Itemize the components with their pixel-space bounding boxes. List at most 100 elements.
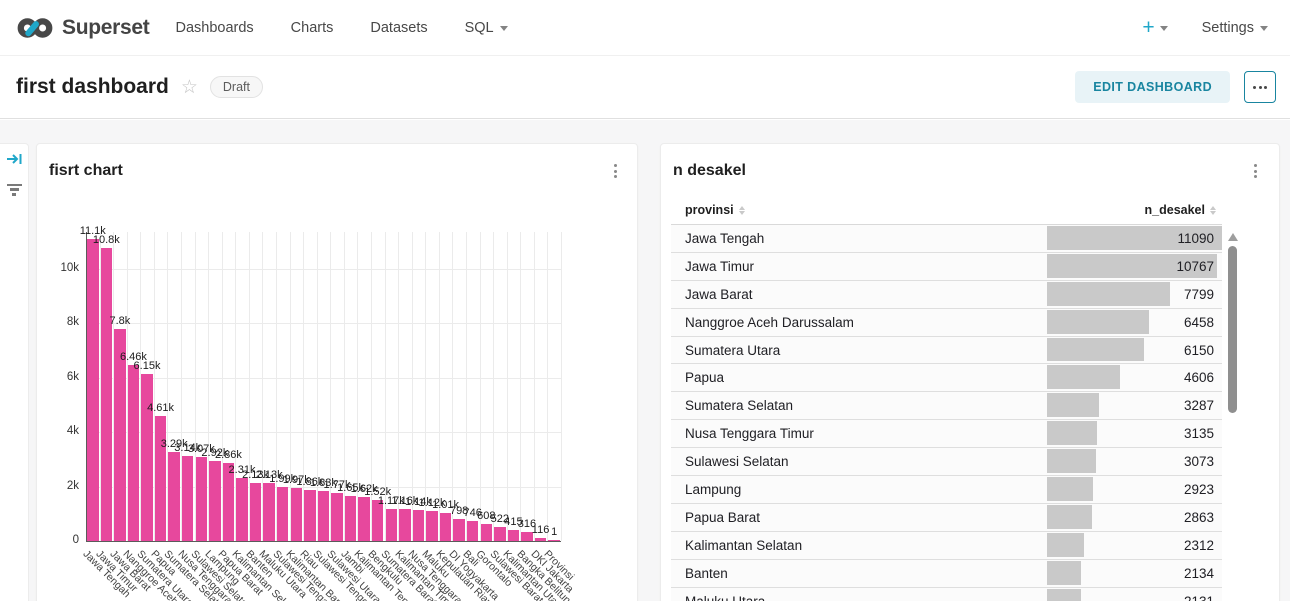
filter-bar-collapsed (0, 143, 29, 601)
more-options-button[interactable] (1244, 71, 1276, 103)
bar-Bangka Belitung[interactable] (521, 532, 533, 541)
bar-Bengkulu[interactable] (371, 499, 384, 541)
settings-menu[interactable]: Settings (1202, 20, 1268, 36)
bar-Sulawesi Selatan[interactable] (195, 457, 208, 541)
bar-Riau[interactable] (304, 490, 316, 541)
bar-Kalimantan Tengah[interactable] (358, 497, 370, 541)
favorite-star-icon[interactable]: ☆ (180, 76, 198, 98)
bar-value-label: 746 (463, 506, 482, 519)
y-axis-tick-label: 10k (60, 262, 79, 274)
table-row: Lampung 2923 (671, 476, 1222, 504)
new-item-button[interactable]: + (1142, 17, 1168, 38)
gridline (411, 232, 413, 541)
bar-value-label: 116 (531, 523, 550, 536)
bar-Provinsi[interactable] (548, 540, 560, 541)
nav-item-dashboards[interactable]: Dashboards (175, 20, 253, 36)
bar-Jawa Tengah[interactable] (87, 239, 99, 541)
bar-Papua[interactable] (154, 415, 167, 541)
gridline (343, 232, 345, 541)
bar-Sumatera Selatan[interactable] (168, 451, 180, 541)
gridline (303, 232, 305, 541)
gridline (398, 232, 400, 541)
gridline (235, 232, 237, 541)
bar-Sulawesi Utara[interactable] (331, 492, 343, 541)
table-row: Nanggroe Aceh Darussalam 6458 (671, 308, 1222, 337)
nav-item-sql[interactable]: SQL (465, 20, 508, 36)
bar-Banten[interactable] (249, 482, 262, 541)
status-badge: Draft (209, 76, 263, 98)
bar-Kalimantan Utara[interactable] (507, 529, 520, 541)
cell-provinsi: Nanggroe Aceh Darussalam (685, 314, 854, 330)
bar-Gorontalo[interactable] (480, 524, 493, 541)
gridline (533, 232, 535, 541)
cell-n-desakel: 6150 (1183, 342, 1214, 358)
table-row: Nusa Tenggara Timur 3135 (671, 420, 1222, 449)
settings-label: Settings (1201, 19, 1254, 36)
bar-value-label: 1 (551, 526, 558, 538)
chart-kebab-menu-icon[interactable] (608, 162, 623, 180)
bar-Lampung[interactable] (209, 461, 221, 541)
top-navbar: Superset Dashboards Charts Datasets SQL + S… (0, 0, 1290, 56)
filter-icon[interactable] (6, 184, 22, 198)
cell-n-desakel: 10767 (1176, 258, 1214, 274)
bar-value-label: 2.86k (214, 449, 242, 462)
y-axis-tick-label: 4k (66, 425, 79, 438)
bar-Maluku[interactable] (426, 510, 438, 541)
cell-n-desakel: 2131 (1184, 594, 1214, 601)
bar-DKI Jakarta[interactable] (534, 537, 547, 541)
bar-Jambi[interactable] (344, 496, 357, 541)
cell-provinsi: Sumatera Utara (685, 342, 781, 358)
cell-n-desakel: 2134 (1183, 565, 1214, 581)
bar-Sulawesi Tenggara[interactable] (317, 491, 330, 541)
bar-value-label: 1.86k (296, 476, 324, 489)
bar-Nusa Tenggara Timur[interactable] (181, 455, 194, 541)
bar-Sulawesi Tengah[interactable] (276, 486, 289, 541)
gridline (506, 232, 508, 541)
table-row: Jawa Barat 7799 (671, 280, 1222, 309)
cell-value-bar (1047, 253, 1217, 278)
cell-value-bar (1047, 309, 1149, 334)
bar-Jawa Timur[interactable] (100, 248, 113, 541)
bar-Sumatera Barat[interactable] (385, 509, 398, 541)
gridline (126, 232, 128, 541)
bar-Sumatera Utara[interactable] (141, 373, 153, 541)
column-header-n-desakel[interactable]: n_desakel (1145, 203, 1216, 217)
bar-Jawa Barat[interactable] (114, 328, 126, 541)
bar-Nanggroe Aceh Darussalam[interactable] (127, 365, 140, 541)
bar-Papua Barat[interactable] (222, 463, 235, 541)
cell-provinsi: Lampung (685, 482, 742, 498)
table-kebab-menu-icon[interactable] (1248, 162, 1263, 180)
bar-value-label: 2.13k (242, 468, 270, 481)
chart-title: fisrt chart (49, 162, 123, 179)
gridline (248, 232, 250, 541)
scroll-up-arrow-icon[interactable] (1228, 233, 1238, 241)
expand-filter-bar-icon[interactable] (6, 152, 23, 171)
bar-DI Yogyakarta[interactable] (453, 519, 465, 541)
chart-card-n-desakel: n desakel provinsi n_desakel Jawa Tengah… (660, 143, 1280, 601)
edit-dashboard-button[interactable]: EDIT DASHBOARD (1075, 71, 1230, 103)
column-header-provinsi[interactable]: provinsi (685, 203, 745, 217)
bar-value-label: 2.31k (228, 464, 256, 477)
chevron-down-icon (1260, 26, 1268, 31)
bar-Nusa Tenggara Barat[interactable] (412, 509, 425, 541)
cell-provinsi: Maluku Utara (685, 594, 765, 601)
bar-value-label: 1.62k (350, 483, 378, 496)
bar-Kalimantan Barat[interactable] (290, 487, 303, 541)
bar-Sulawesi Barat[interactable] (494, 526, 506, 541)
table-scrollbar[interactable] (1228, 246, 1237, 413)
bar-Kalimantan Timur[interactable] (399, 509, 411, 541)
data-table: provinsi n_desakel Jawa Tengah 11090 Jawa … (671, 199, 1222, 601)
nav-item-label: Datasets (370, 19, 428, 36)
bar-Kalimantan Selatan[interactable] (236, 478, 248, 541)
bar-Kepulauan Riau[interactable] (439, 513, 452, 541)
table-row: Sumatera Utara 6150 (671, 336, 1222, 365)
bar-Bali[interactable] (466, 520, 479, 541)
table-row: Maluku Utara 2131 (671, 587, 1222, 601)
superset-logo[interactable]: Superset (16, 15, 150, 41)
bar-value-label: 1.17k (377, 495, 405, 508)
bar-Maluku Utara[interactable] (263, 483, 275, 541)
gridline (438, 232, 440, 541)
nav-item-datasets[interactable]: Datasets (370, 20, 427, 36)
table-header-row: provinsi n_desakel (671, 199, 1222, 225)
nav-item-charts[interactable]: Charts (291, 20, 334, 36)
